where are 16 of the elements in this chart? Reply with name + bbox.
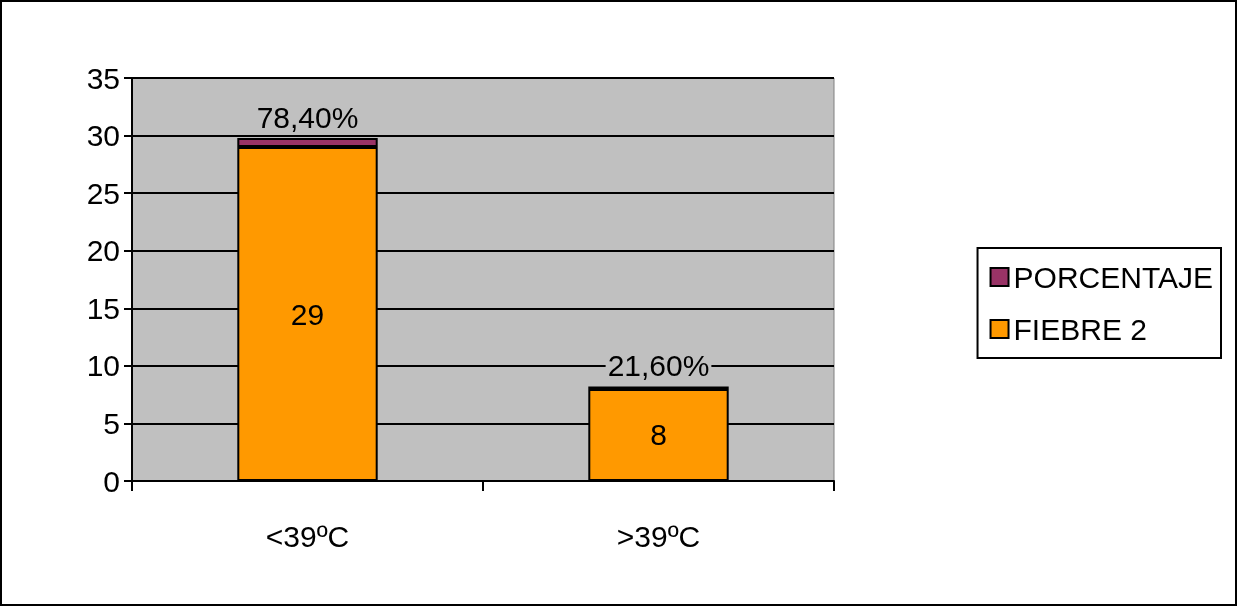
legend-label: FIEBRE 2 — [1013, 312, 1147, 346]
y-tick-label: 0 — [103, 464, 120, 498]
data-label: 78,40% — [256, 100, 359, 134]
data-label: 21,60% — [607, 348, 710, 382]
y-tick-label: 25 — [86, 176, 120, 210]
y-tick-label: 35 — [86, 61, 120, 95]
data-label: 29 — [290, 297, 325, 331]
legend-label: PORCENTAJE — [1013, 260, 1213, 294]
x-tick-label: >39ºC — [616, 519, 701, 553]
y-tick-label: 10 — [86, 349, 120, 383]
y-tick-label: 15 — [86, 291, 120, 325]
data-label: 8 — [650, 418, 667, 452]
y-tick-label: 30 — [86, 119, 120, 153]
y-tick-label: 20 — [86, 234, 120, 268]
x-tick-label: <39ºC — [265, 519, 350, 553]
y-tick-label: 5 — [103, 406, 120, 440]
